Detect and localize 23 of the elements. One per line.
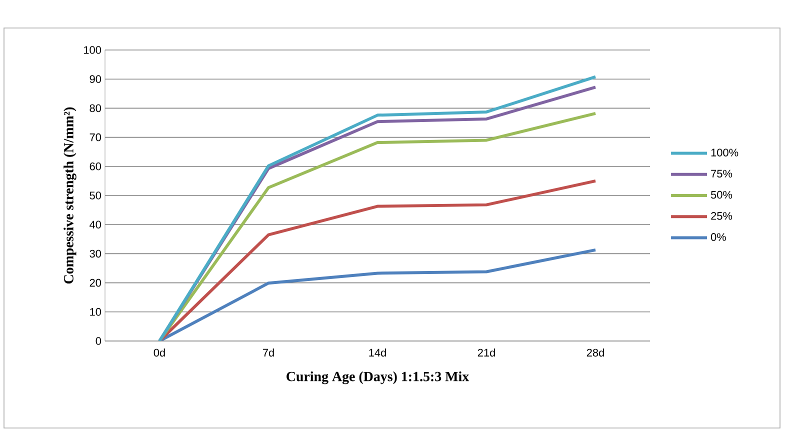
- y-tick-label: 80: [90, 104, 102, 112]
- x-tick-label: 7d: [262, 348, 274, 357]
- y-tick-label: 70: [90, 133, 102, 142]
- y-tick-label: 0: [96, 337, 102, 345]
- y-tick-label: 60: [90, 162, 102, 170]
- legend-label: 75%: [711, 170, 732, 178]
- y-tick-label: 100: [84, 46, 102, 54]
- legend-label: 0%: [710, 233, 726, 241]
- y-tick-label: 30: [90, 250, 102, 258]
- y-tick-label: 50: [90, 192, 102, 200]
- y-tick-label: 90: [90, 75, 102, 83]
- x-tick-label: 28d: [586, 348, 604, 357]
- legend-label: 25%: [711, 212, 732, 220]
- x-tick-label: 21d: [478, 348, 495, 357]
- legend-label: 50%: [710, 190, 732, 199]
- y-tick-label: 10: [90, 308, 102, 316]
- x-axis-title: Curing Age (Days) 1:1.5:3 Mix: [286, 371, 470, 384]
- x-tick-label: 0d: [154, 348, 165, 357]
- y-axis-title: Compessive strength (N/mm²): [64, 107, 76, 284]
- x-tick-label: 14d: [369, 348, 386, 357]
- y-tick-label: 40: [90, 220, 102, 228]
- legend-label: 100%: [711, 148, 738, 156]
- y-tick-label: 20: [90, 278, 102, 287]
